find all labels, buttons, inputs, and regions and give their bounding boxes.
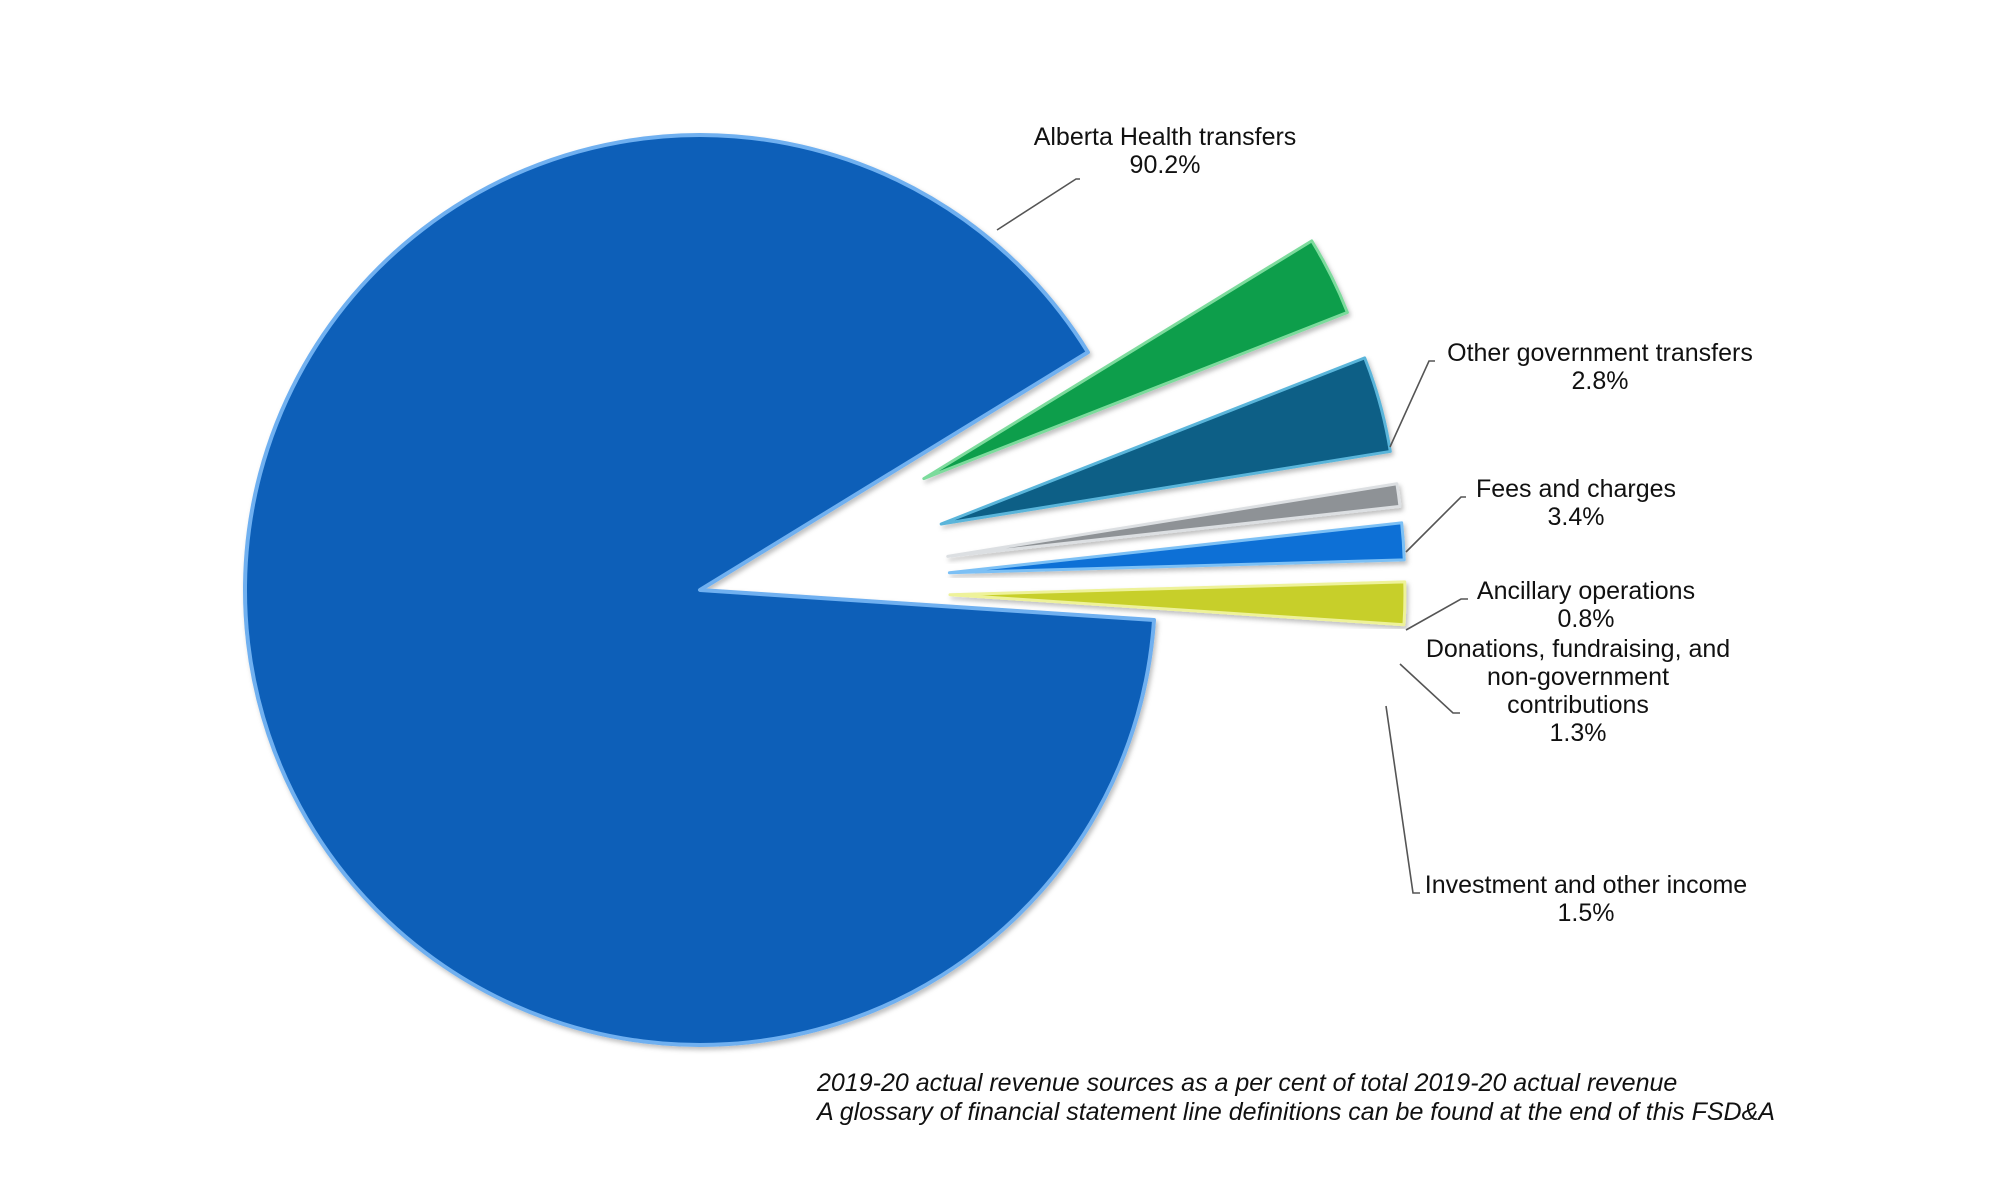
slice-label: non-government <box>1487 663 1669 691</box>
leader-line <box>1405 598 1468 631</box>
leader-line <box>1399 663 1460 714</box>
leader-line <box>1385 705 1420 894</box>
slice-label: Donations, fundraising, and <box>1426 635 1730 663</box>
slice-value-label: 1.5% <box>1558 899 1615 927</box>
pie-slice-investment-and-other-income <box>948 580 1407 627</box>
slice-label: Investment and other income <box>1425 871 1747 899</box>
slice-label: contributions <box>1507 691 1649 719</box>
leader-line <box>996 178 1080 231</box>
pie-slice-donations-fundraising-and-non-government-contributions <box>947 521 1406 575</box>
pie-slice-ancillary-operations <box>946 482 1402 558</box>
leader-line <box>1389 360 1435 448</box>
pie-slice-fees-and-charges <box>939 356 1392 526</box>
slice-label: Alberta Health transfers <box>1034 123 1297 151</box>
footnote-1: 2019-20 actual revenue sources as a per … <box>816 1069 1677 1097</box>
slice-value-label: 0.8% <box>1558 605 1615 633</box>
slice-label: Other government transfers <box>1447 339 1753 367</box>
slice-value-label: 2.8% <box>1572 367 1629 395</box>
slice-value-label: 3.4% <box>1548 503 1605 531</box>
pie-slice-other-government-transfers <box>922 239 1349 481</box>
slice-value-label: 1.3% <box>1550 719 1607 747</box>
slice-value-label: 90.2% <box>1130 151 1201 179</box>
footnote-2: A glossary of financial statement line d… <box>815 1098 1775 1126</box>
leader-line <box>1405 496 1466 553</box>
slice-label: Fees and charges <box>1476 475 1676 503</box>
pie-slice-alberta-health-transfers <box>243 133 1157 1047</box>
data-label: Donations, fundraising, andnon-governmen… <box>1426 635 1730 747</box>
slice-label: Ancillary operations <box>1477 577 1695 605</box>
